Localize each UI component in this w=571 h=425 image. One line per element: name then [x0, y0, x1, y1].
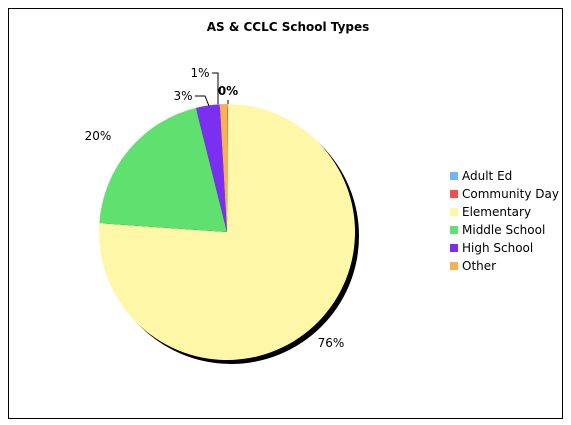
legend-label-adult-ed: Adult Ed — [462, 169, 512, 183]
legend-swatch-adult-ed — [450, 172, 458, 180]
legend-label-community-day: Community Day — [462, 187, 559, 201]
pie-slice-middle-school — [99, 107, 227, 232]
legend: Adult Ed Community Day Elementary Middle Sc… — [450, 169, 559, 273]
legend-label-high-school: High School — [462, 241, 533, 255]
legend-label-other: Other — [462, 259, 496, 273]
pie-slice-high-school — [195, 104, 227, 232]
data-label-high-school: 3% — [173, 89, 192, 103]
data-label-elementary: 76% — [318, 336, 345, 350]
legend-label-middle-school: Middle School — [462, 223, 545, 237]
pie-slice-community-day — [227, 104, 228, 232]
legend-swatch-elementary — [450, 208, 458, 216]
leader-other — [212, 72, 219, 104]
legend-swatch-high-school — [450, 244, 458, 252]
legend-swatch-other — [450, 262, 458, 270]
chart-title: AS & CCLC School Types — [207, 20, 370, 34]
pie-slice-other — [219, 104, 227, 232]
data-label-middle-school: 20% — [85, 129, 112, 143]
legend-swatch-community-day — [450, 190, 458, 198]
legend-label-elementary: Elementary — [462, 205, 531, 219]
legend-swatch-middle-school — [450, 226, 458, 234]
leader-high-school — [195, 95, 210, 107]
pie-slice-elementary — [98, 104, 356, 360]
data-label-community-day: 0% — [218, 84, 238, 98]
data-label-other: 1% — [190, 66, 209, 80]
